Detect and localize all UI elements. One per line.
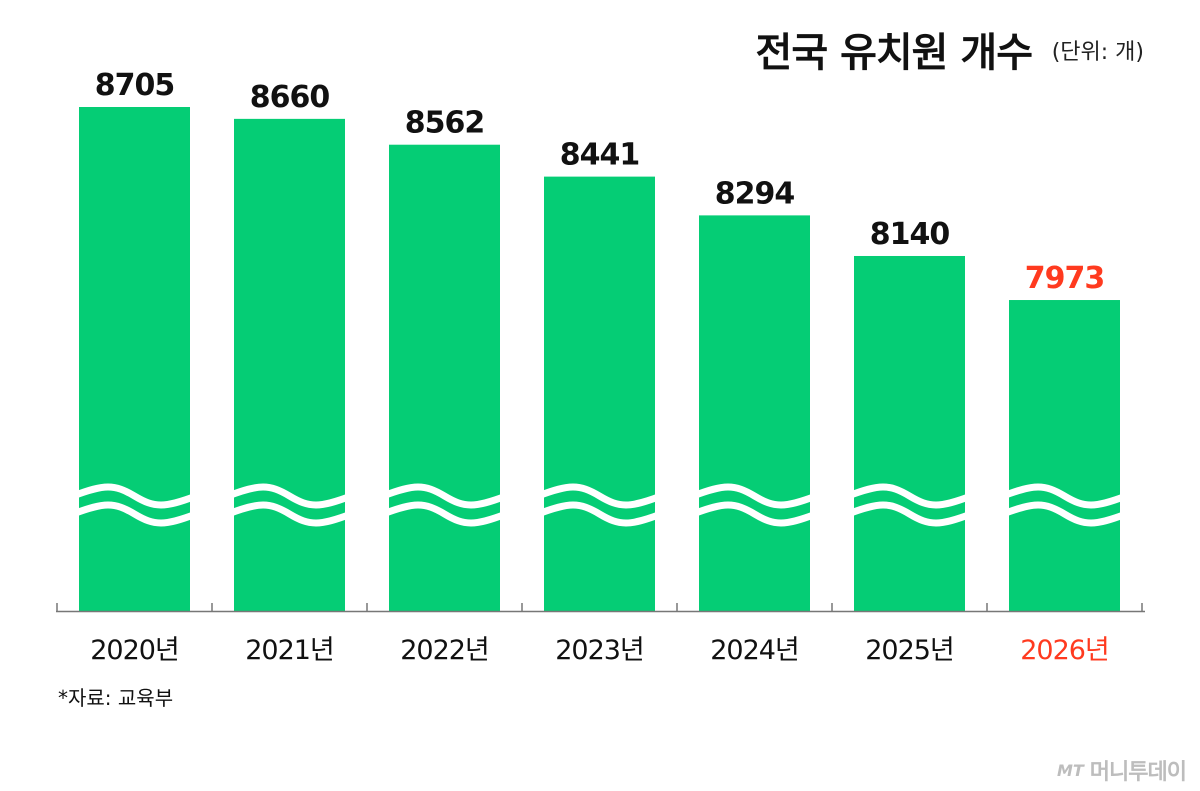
publisher-logo: MT 머니투데이	[1056, 754, 1187, 786]
axis-break-mark	[69, 483, 200, 509]
tick-label: 2020년	[90, 635, 179, 666]
tick-label: 2025년	[865, 635, 954, 666]
bar-2020년	[79, 107, 190, 611]
axis-break-mark	[379, 483, 510, 509]
axis-break-mark	[224, 501, 355, 527]
axis-break-mark	[224, 483, 355, 509]
axis-break-mark	[689, 483, 820, 509]
bar-2024년	[699, 215, 810, 611]
value-label: 8660	[250, 80, 330, 115]
axis-break-mark	[379, 501, 510, 527]
logo-text: 머니투데이	[1089, 760, 1187, 785]
bar-2021년	[234, 118, 345, 611]
value-label: 7973	[1025, 261, 1105, 296]
tick-label: 2021년	[245, 635, 334, 666]
tick-label: 2024년	[710, 635, 799, 666]
axis-break-mark	[999, 483, 1130, 509]
value-label: 8140	[870, 217, 950, 252]
bar-2025년	[854, 255, 965, 612]
tick-label: 2023년	[555, 635, 644, 666]
page-title: 전국 유치원 개수	[755, 30, 1033, 76]
unit-label: (단위: 개)	[1051, 40, 1144, 65]
value-label: 8294	[715, 176, 795, 211]
logo-mark: MT	[1056, 760, 1084, 780]
axis-break-mark	[534, 483, 665, 509]
axis-break-mark	[689, 501, 820, 527]
value-label: 8562	[405, 106, 485, 141]
bar-2026년	[1009, 300, 1120, 611]
axis-break-mark	[844, 501, 975, 527]
tick-label: 2022년	[400, 635, 489, 666]
bar-2023년	[544, 176, 655, 611]
axis-break-mark	[534, 501, 665, 527]
value-label: 8705	[95, 68, 175, 103]
axis-break-mark	[999, 501, 1130, 527]
bar-2022년	[389, 144, 500, 611]
axis-break-mark	[844, 483, 975, 509]
value-label: 8441	[560, 138, 640, 173]
source-note: *자료: 교육부	[58, 686, 174, 710]
tick-label: 2026년	[1020, 635, 1109, 666]
axis-break-mark	[69, 501, 200, 527]
